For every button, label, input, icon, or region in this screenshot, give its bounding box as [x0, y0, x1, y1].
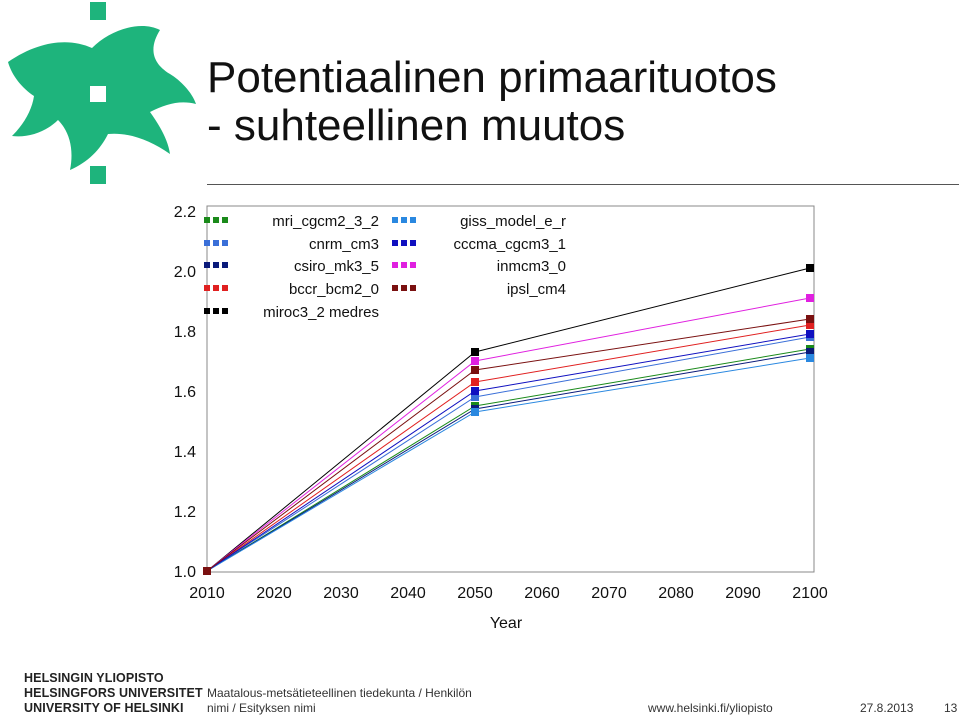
legend-label: ipsl_cm4: [507, 281, 566, 298]
x-tick-label: 2040: [390, 585, 426, 602]
x-axis-label: Year: [490, 615, 523, 632]
series-line-inmcm3_0: [206, 297, 811, 572]
university-logo-icon: [8, 2, 196, 184]
data-point-ipsl_cm4: [806, 315, 814, 323]
legend-swatch: [222, 217, 228, 223]
series-line-cccma_cgcm3_1: [206, 333, 811, 572]
legend-label: inmcm3_0: [497, 258, 566, 275]
legend-label: cccma_cgcm3_1: [453, 236, 566, 253]
data-point-cnrm_cm3: [471, 393, 479, 401]
legend-swatch: [410, 217, 416, 223]
legend-label: cnrm_cm3: [309, 236, 379, 253]
x-tick-label: 2080: [658, 585, 694, 602]
logo-cross-bottom: [90, 166, 106, 184]
data-point-inmcm3_0: [806, 294, 814, 302]
legend-swatch: [401, 217, 407, 223]
legend-swatch: [401, 240, 407, 246]
series-line-ipsl_cm4: [206, 318, 811, 572]
x-tick-label: 2090: [725, 585, 761, 602]
y-tick-label: 1.0: [174, 564, 196, 581]
legend-swatch: [213, 240, 219, 246]
data-point-ipsl_cm4: [471, 366, 479, 374]
data-point-inmcm3_0: [471, 357, 479, 365]
legend-swatch: [410, 240, 416, 246]
slide-title: Potentiaalinen primaarituotos - suhteell…: [207, 54, 947, 150]
y-tick-label: 1.2: [174, 504, 196, 521]
legend-swatch: [222, 308, 228, 314]
legend-swatch: [392, 240, 398, 246]
y-tick-label: 2.2: [174, 204, 196, 221]
legend-swatch: [222, 262, 228, 268]
series-line-giss_model_e_r: [206, 357, 811, 572]
y-tick-label: 1.6: [174, 384, 196, 401]
legend-label: miroc3_2 medres: [263, 304, 379, 321]
legend-swatch: [213, 285, 219, 291]
legend-swatch: [204, 240, 210, 246]
x-tick-label: 2100: [792, 585, 828, 602]
logo-cross-top: [90, 2, 106, 20]
series-line-mri_cgcm2_3_2: [206, 348, 811, 572]
data-point-giss_model_e_r: [806, 354, 814, 362]
plot-area: [206, 205, 815, 573]
y-tick-label: 1.8: [174, 324, 196, 341]
legend-label: mri_cgcm2_3_2: [272, 213, 379, 230]
legend-swatch: [392, 285, 398, 291]
y-tick-label: 2.0: [174, 264, 196, 281]
title-line-1: Potentiaalinen primaarituotos: [207, 53, 777, 102]
y-tick-label: 1.4: [174, 444, 196, 461]
legend-swatch: [204, 285, 210, 291]
footer-date: 27.8.2013: [860, 701, 914, 715]
legend-label: giss_model_e_r: [460, 213, 566, 230]
data-point-bccr_bcm2_0: [806, 321, 814, 329]
legend-swatch: [222, 285, 228, 291]
x-tick-label: 2060: [524, 585, 560, 602]
university-name-sv: HELSINGFORS UNIVERSITET: [24, 686, 203, 700]
legend-label: csiro_mk3_5: [294, 258, 379, 275]
title-line-2: - suhteellinen muutos: [207, 101, 626, 150]
footer-department: Maatalous-metsätieteellinen tiedekunta /…: [207, 686, 472, 700]
legend-swatch: [213, 308, 219, 314]
legend-swatch: [213, 217, 219, 223]
legend-label: bccr_bcm2_0: [289, 281, 379, 298]
data-point-cccma_cgcm3_1: [806, 330, 814, 338]
legend-swatch: [204, 217, 210, 223]
data-point-csiro_mk3_5: [806, 348, 814, 356]
legend-swatch: [222, 240, 228, 246]
data-point-miroc3_2 medres: [806, 264, 814, 272]
logo-cross-center: [90, 86, 106, 102]
series-line-bccr_bcm2_0: [206, 324, 811, 572]
legend-swatch: [401, 285, 407, 291]
x-tick-label: 2070: [591, 585, 627, 602]
data-point-giss_model_e_r: [471, 408, 479, 416]
x-tick-label: 2030: [323, 585, 359, 602]
legend-swatch: [410, 262, 416, 268]
footer-presenter: nimi / Esityksen nimi: [207, 701, 316, 715]
legend-swatch: [401, 262, 407, 268]
x-tick-label: 2010: [189, 585, 225, 602]
x-tick-label: 2020: [256, 585, 292, 602]
title-divider: [207, 184, 959, 185]
data-point-cccma_cgcm3_1: [471, 387, 479, 395]
page-number: 13: [944, 701, 958, 715]
legend-swatch: [204, 308, 210, 314]
legend-swatch: [213, 262, 219, 268]
legend-swatch: [410, 285, 416, 291]
legend-swatch: [204, 262, 210, 268]
legend-swatch: [392, 217, 398, 223]
x-tick-label: 2050: [457, 585, 493, 602]
legend-swatch: [392, 262, 398, 268]
footer-url: www.helsinki.fi/yliopisto: [648, 701, 773, 715]
university-name-fi: HELSINGIN YLIOPISTO: [24, 671, 164, 685]
university-name-en: UNIVERSITY OF HELSINKI: [24, 701, 184, 715]
data-point-bccr_bcm2_0: [471, 378, 479, 386]
data-point-miroc3_2 medres: [471, 348, 479, 356]
data-point-ipsl_cm4: [203, 567, 211, 575]
